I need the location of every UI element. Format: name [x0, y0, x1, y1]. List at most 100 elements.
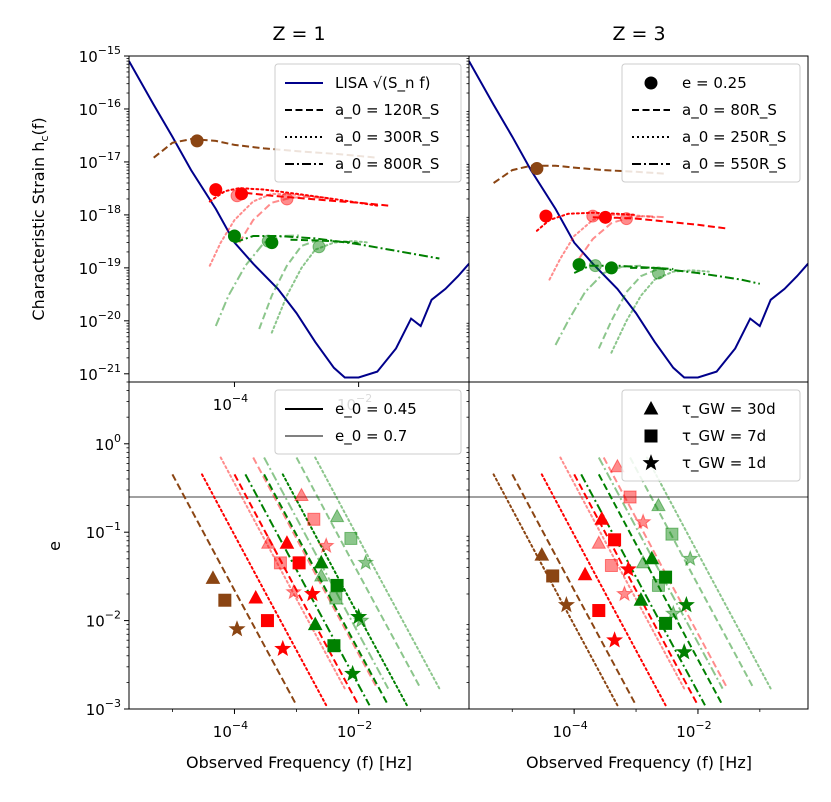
x-axis-label: Observed Frequency (f) [Hz] [526, 753, 752, 772]
series-line [554, 264, 642, 346]
data-marker [313, 567, 329, 582]
data-marker [659, 616, 673, 630]
data-marker [260, 614, 274, 628]
series-line [219, 456, 346, 690]
data-marker [330, 578, 344, 592]
data-marker [312, 240, 326, 254]
data-marker [317, 536, 335, 554]
legend-handle [644, 429, 658, 443]
data-marker [228, 620, 246, 637]
series-line [214, 234, 302, 327]
data-marker [313, 554, 329, 569]
legend-label: τ_GW = 7d [682, 427, 766, 446]
data-marker [651, 266, 665, 280]
series-line [540, 473, 667, 707]
data-marker [664, 604, 682, 621]
data-marker [665, 527, 679, 541]
series-line [645, 456, 772, 690]
data-marker [606, 631, 624, 648]
series-line [573, 264, 761, 285]
legend-label: a_0 = 550R_S [682, 155, 786, 174]
data-marker [274, 639, 292, 656]
series-line [290, 238, 359, 245]
data-marker [344, 664, 362, 682]
legend-handle [644, 76, 658, 90]
data-marker [634, 513, 652, 530]
data-marker [261, 234, 275, 248]
y-tick-label: 10−20 [79, 309, 121, 331]
series-line [610, 269, 710, 354]
y-tick-label: 10−21 [79, 362, 121, 384]
data-marker [594, 511, 610, 525]
data-marker [350, 607, 368, 625]
data-marker [344, 531, 358, 545]
series-line [153, 138, 378, 159]
legend: e = 0.25 a_0 = 80R_S a_0 = 250R_S a_0 = 550… [621, 63, 801, 183]
y-tick-label: 100 [95, 432, 121, 454]
data-marker [248, 589, 264, 604]
y-tick-label: 10−2 [86, 609, 121, 631]
data-marker [557, 596, 575, 613]
data-marker [307, 512, 321, 526]
data-marker [209, 183, 223, 197]
panel-bottom-right: 10−4 10−2 τ_GW = 30d τ_GW = 7d τ_GW = 1d [466, 381, 809, 741]
data-marker [352, 611, 370, 628]
series-line [234, 235, 440, 260]
data-marker [619, 212, 633, 226]
data-marker [303, 585, 321, 602]
series-line [578, 215, 666, 260]
legend-label: a_0 = 80R_S [682, 101, 777, 120]
legend: τ_GW = 30d τ_GW = 7d τ_GW = 1d [621, 389, 801, 482]
data-marker [592, 604, 606, 618]
legend-handle [643, 400, 659, 415]
data-marker [586, 209, 600, 223]
data-marker [260, 535, 276, 549]
data-marker [598, 210, 612, 224]
panel-title: Z = 1 [272, 23, 325, 45]
series-line [263, 457, 390, 690]
legend-label: a_0 = 250R_S [682, 128, 786, 147]
data-marker [635, 554, 651, 569]
data-marker [273, 556, 287, 570]
series-line [559, 456, 686, 690]
data-marker [546, 569, 560, 583]
series-line [201, 473, 328, 707]
data-marker [205, 570, 221, 584]
legend-label: LISA √(S_n f) [335, 74, 430, 93]
series-line [573, 473, 699, 706]
data-marker [534, 547, 550, 561]
legend-frame [621, 63, 801, 183]
legend-frame [621, 389, 801, 482]
data-marker [329, 508, 345, 523]
data-marker [659, 570, 673, 584]
series-line [258, 238, 322, 330]
data-marker [604, 558, 618, 572]
series-line [629, 457, 755, 690]
data-marker [530, 162, 544, 176]
series-line [171, 473, 298, 706]
y-tick-label: 10−17 [79, 150, 121, 172]
data-marker [285, 583, 303, 600]
legend-label: e_0 = 0.7 [335, 427, 407, 446]
data-marker [357, 553, 375, 571]
series-line [252, 457, 379, 690]
x-tick-label: 10−2 [337, 719, 372, 741]
plot-area [129, 60, 469, 379]
series-line [244, 473, 371, 706]
data-marker [591, 535, 607, 549]
series-line [129, 60, 469, 379]
data-marker [265, 236, 279, 250]
data-marker [677, 596, 695, 613]
series-line [314, 456, 441, 690]
x-tick-label: 10−4 [213, 719, 248, 741]
data-marker [604, 261, 618, 275]
plot-area [129, 456, 469, 707]
data-marker [681, 549, 699, 567]
data-marker [572, 258, 586, 272]
data-marker [644, 550, 660, 565]
panel-top-right: e = 0.25 a_0 = 80R_S a_0 = 250R_S a_0 = 550… [466, 55, 809, 383]
series-line [208, 187, 379, 207]
data-marker [292, 556, 306, 570]
legend-frame [274, 389, 462, 455]
